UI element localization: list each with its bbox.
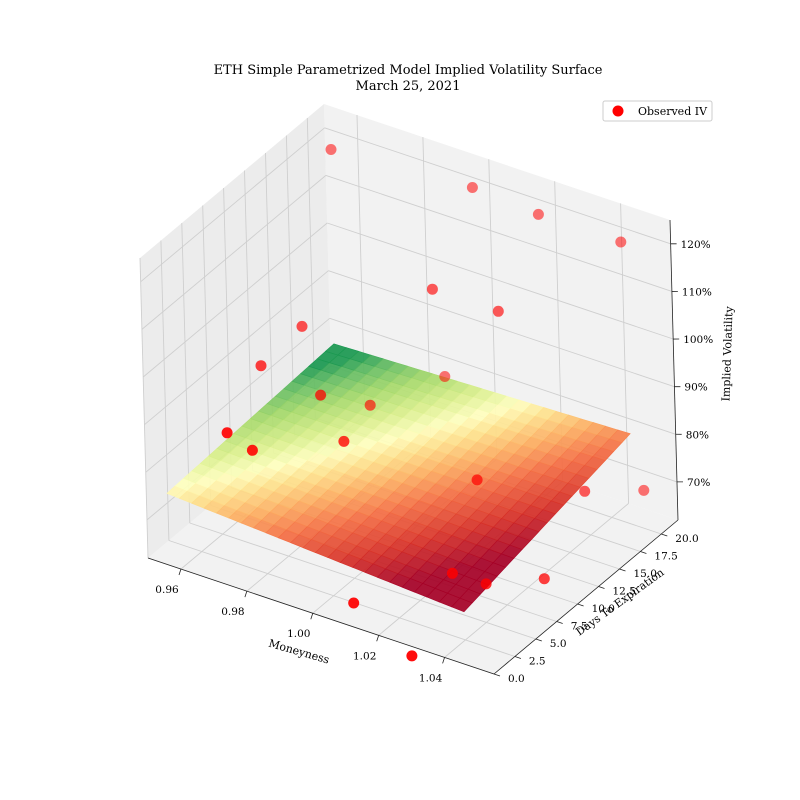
grid-y-floor — [168, 540, 516, 657]
z-tick-label: 80% — [686, 429, 709, 441]
z-tick-label: 120% — [681, 239, 711, 251]
y-tick-label: 17.5 — [654, 551, 677, 563]
observed-iv-point — [221, 427, 233, 439]
observed-iv-point — [246, 444, 258, 456]
y-tick-mark — [619, 568, 626, 572]
chart-subtitle: March 25, 2021 — [356, 79, 461, 94]
observed-iv-points — [221, 144, 650, 662]
x-axis-label: Moneyness — [267, 637, 331, 667]
y-tick-mark — [661, 533, 668, 537]
axis-lines — [147, 219, 684, 677]
observed-iv-point — [439, 371, 451, 382]
grid-z-back — [329, 317, 676, 435]
z-tick-label: 70% — [687, 477, 710, 489]
chart-title: ETH Simple Parametrized Model Implied Vo… — [214, 63, 603, 78]
grid-z-side — [142, 222, 328, 378]
x-axis-line — [147, 557, 495, 675]
surface-patch — [609, 429, 631, 443]
grid-y-side — [181, 222, 191, 524]
y-tick-mark — [535, 638, 542, 642]
grid-x-back — [620, 203, 630, 504]
observed-iv-point — [315, 389, 327, 401]
x-tick-mark — [178, 568, 182, 576]
grid-z-back — [324, 127, 671, 245]
legend: Observed IV — [602, 100, 713, 122]
y-tick-label: 15.0 — [634, 568, 657, 580]
tick-labels: 0.96 0.98 1.00 1.02 1.04 0.0 2.5 5.0 7.5 10.0 12.5… — [155, 239, 713, 685]
grid-z-back — [327, 222, 674, 340]
observed-iv-point — [579, 485, 591, 497]
observed-iv-point — [338, 435, 350, 447]
y-tick-label: 20.0 — [675, 533, 698, 545]
x-tick-label: 1.00 — [287, 628, 310, 640]
y-tick-mark — [598, 586, 605, 589]
y-tick-mark — [556, 621, 563, 624]
grid-z-side — [140, 127, 325, 283]
observed-iv-point — [296, 320, 308, 332]
y-tick-label: 5.0 — [550, 638, 567, 650]
legend-frame — [602, 100, 713, 122]
observed-iv-point — [406, 650, 418, 662]
observed-iv-point — [325, 144, 337, 155]
x-tick-label: 1.02 — [353, 650, 376, 662]
observed-iv-point — [532, 208, 544, 220]
grid-x-floor — [444, 503, 629, 658]
grid-y-floor — [189, 522, 536, 640]
y-tick-mark — [577, 603, 584, 607]
observed-iv-point — [255, 360, 267, 372]
z-axis-line — [669, 219, 679, 521]
grid-y-side — [139, 257, 149, 559]
grid-z-back — [325, 174, 673, 292]
z-tick-label: 110% — [682, 286, 712, 298]
grid-z-side — [141, 175, 327, 330]
y-tick-label: 2.5 — [529, 656, 546, 668]
legend-label: Observed IV — [638, 105, 708, 118]
observed-iv-point — [492, 305, 504, 317]
grid-y-side — [160, 240, 170, 541]
x-tick-mark — [376, 635, 380, 642]
observed-iv-point — [538, 573, 550, 585]
x-tick-mark — [442, 657, 445, 664]
y-tick-label: 0.0 — [508, 673, 525, 685]
y-tick-mark — [514, 656, 522, 659]
z-tick-label: 90% — [684, 382, 707, 394]
observed-iv-point — [466, 182, 478, 193]
grid-z-side — [145, 317, 330, 473]
observed-iv-point — [446, 567, 458, 579]
y-tick-label: 7.5 — [571, 621, 588, 633]
observed-iv-point — [348, 597, 360, 609]
x-tick-mark — [310, 613, 314, 620]
y-tick-mark — [640, 551, 647, 554]
observed-iv-point — [480, 578, 492, 590]
x-tick-label: 0.98 — [221, 606, 244, 618]
x-tick-mark — [244, 591, 248, 598]
x-tick-label: 0.96 — [155, 584, 179, 596]
observed-iv-point — [471, 474, 483, 486]
y-tick-label: 12.5 — [613, 586, 636, 598]
observed-iv-point — [364, 399, 376, 411]
observed-iv-point — [615, 236, 627, 248]
grid-z-side — [144, 270, 329, 426]
y-axis-line — [493, 519, 679, 675]
observed-iv-point — [426, 283, 438, 295]
grid-z-back — [328, 270, 675, 388]
y-tick-mark — [493, 673, 501, 677]
x-tick-label: 1.04 — [419, 672, 443, 684]
z-tick-label: 100% — [683, 334, 713, 346]
z-axis-label: Implied Volatility — [719, 305, 735, 401]
y-tick-label: 10.0 — [592, 603, 615, 615]
legend-marker — [612, 105, 624, 117]
iv-surface — [166, 343, 631, 613]
observed-iv-point — [638, 484, 650, 496]
